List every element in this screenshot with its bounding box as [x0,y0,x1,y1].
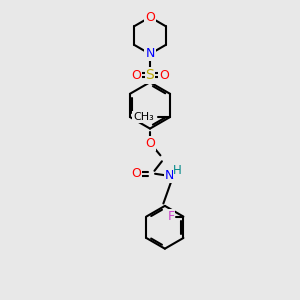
Text: O: O [131,167,141,180]
Text: N: N [145,47,155,61]
Text: CH₃: CH₃ [133,112,154,122]
Text: O: O [131,69,141,82]
Text: O: O [145,11,155,24]
Text: H: H [173,164,182,177]
Text: F: F [167,210,175,223]
Text: N: N [165,169,174,182]
Text: O: O [145,137,155,150]
Text: S: S [146,68,154,83]
Text: O: O [159,69,169,82]
